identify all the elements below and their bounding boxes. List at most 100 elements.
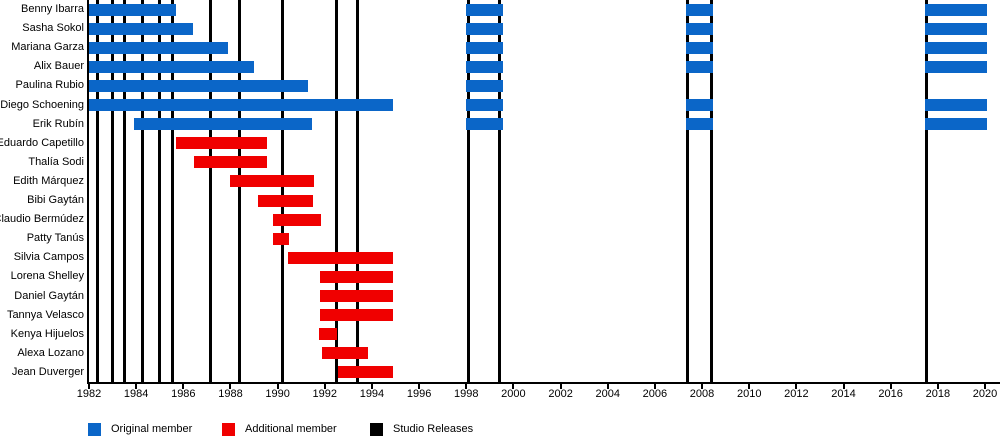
studio-release-line [158,0,162,382]
x-axis-tick-label: 2018 [925,388,951,400]
studio-release-line [110,0,114,382]
member-label: Mariana Garza [11,41,84,54]
member-label: Thalía Sodi [28,155,84,168]
x-axis-tick-label: 2020 [972,388,998,400]
x-axis-tick-label: 1998 [454,388,479,400]
x-axis-tick-label: 2004 [595,388,620,400]
studio-release-line [95,0,99,382]
member-bar [466,118,503,131]
studio-release-line [140,0,144,382]
member-bar [466,3,503,16]
x-axis-tick [88,384,90,389]
x-axis-tick-label: 2014 [831,388,856,400]
member-label: Jean Duverger [11,365,84,378]
member-label: Patty Tanús [26,232,84,245]
x-axis-tick-label: 2002 [548,388,573,400]
x-axis-tick-label: 1992 [312,388,338,400]
legend-label: Additional member [245,423,337,435]
member-bar [466,99,503,112]
x-axis-tick [135,384,138,389]
member-label: Silvia Campos [13,251,84,264]
x-axis-tick-label: 2008 [689,388,715,400]
x-axis-tick-label: 2006 [642,388,668,400]
x-axis-tick-label: 1988 [218,388,243,400]
member-label: Edith Márquez [13,174,84,187]
x-axis-tick-label: 1996 [406,388,432,400]
member-bar [89,79,309,92]
member-bar [322,347,369,360]
x-axis-tick [559,384,562,389]
x-axis-tick [323,384,326,389]
studio-release-line [280,0,284,382]
member-bar [193,156,268,169]
legend-item-releases: Studio Releases [370,421,473,437]
member-label: Eduardo Capetillo [0,136,84,149]
member-bar [318,328,337,341]
member-bar [466,60,503,73]
x-axis-line [87,382,1000,384]
member-bar [272,213,322,226]
member-label: Claudio Bermúdez [0,213,84,226]
x-axis-tick [606,384,609,389]
x-axis-tick [276,384,279,389]
x-axis-tick [512,384,515,389]
member-bar [288,251,394,264]
legend-item-additional: Additional member [222,421,337,437]
legend-label: Original member [111,423,193,435]
member-bar [685,118,713,131]
x-axis-tick-label: 2012 [784,388,809,400]
x-axis-tick [229,384,232,389]
member-label: Tannya Velasco [6,308,84,321]
studio-release-line [466,0,470,382]
studio-release-line [498,0,502,382]
x-axis-tick [795,384,798,389]
original-member-swatch [88,422,101,436]
member-bar [924,3,987,16]
x-axis-tick [370,384,373,389]
member-label: Paulina Rubio [15,79,85,92]
member-bar [257,194,313,207]
studio-release-line [924,0,928,382]
member-bar [89,3,177,16]
x-axis-tick-label: 1984 [123,388,149,400]
member-bar [89,60,255,73]
member-bar [685,99,713,112]
studio-releases-swatch [370,422,383,436]
x-axis-tick-label: 2010 [736,388,762,400]
x-axis-tick [418,384,421,389]
studio-release-line [335,0,339,382]
member-label: Lorena Shelley [10,270,84,283]
x-axis-tick [465,384,468,389]
member-label: Kenya Hijuelos [10,327,84,340]
x-axis-tick [653,384,656,389]
member-bar [89,22,193,35]
legend-label: Studio Releases [393,423,474,435]
member-bar [320,309,394,322]
member-bar [272,232,290,245]
member-bar [466,41,503,54]
member-label: Alexa Lozano [17,346,84,359]
studio-release-line [356,0,360,382]
member-bar [924,60,987,73]
member-bar [466,22,503,35]
member-bar [320,270,394,283]
member-bar [685,22,713,35]
member-label: Alix Bauer [33,60,84,73]
member-bar [89,99,394,112]
member-bar [924,118,987,131]
studio-release-line [709,0,713,382]
member-bar [230,175,315,188]
member-bar [924,41,987,54]
member-label: Diego Schoening [0,98,84,111]
x-axis-tick [701,384,704,389]
x-axis-tick [842,384,845,389]
x-axis-tick-label: 2000 [501,388,526,400]
studio-release-line [171,0,175,382]
member-label: Daniel Gaytán [14,289,84,302]
x-axis-tick [984,384,986,389]
member-label: Sasha Sokol [22,22,84,35]
member-bar [924,22,987,35]
member-label: Bibi Gaytán [27,194,84,206]
